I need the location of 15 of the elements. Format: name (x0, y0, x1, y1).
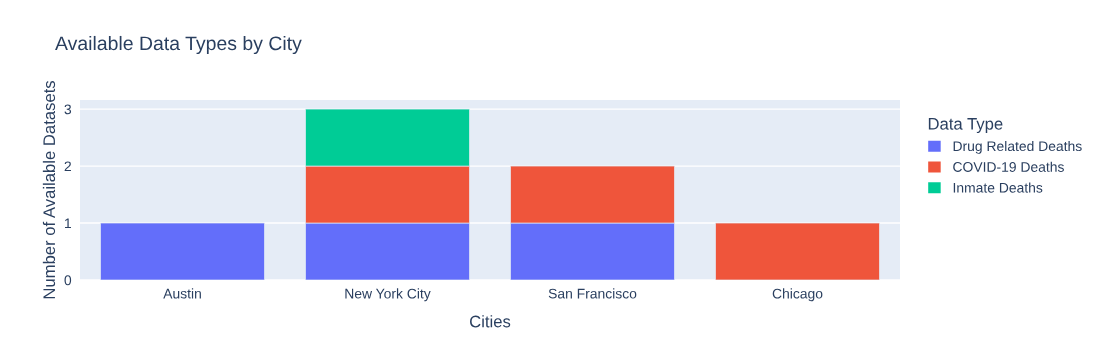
x-tick-label: New York City (345, 288, 431, 302)
x-tick-label: San Francisco (548, 288, 637, 299)
legend-title: Data Type (928, 118, 1003, 134)
y-tick-label: 1 (65, 218, 71, 229)
y-tick-label: 2 (64, 161, 71, 172)
legend-label: Drug Related Deaths (953, 140, 1082, 154)
chart-title: Available Data Types by City (55, 35, 302, 55)
y-axis-title: Number of Available Datasets (42, 80, 56, 299)
x-axis-title: Cities (470, 315, 511, 328)
x-tick-label: Chicago (772, 288, 823, 302)
x-tick-label: Austin (163, 288, 201, 299)
legend-label: Inmate Deaths (953, 182, 1043, 193)
y-tick-label: 3 (64, 104, 72, 115)
legend-label: COVID-19 Deaths (953, 161, 1064, 172)
y-tick-label: 0 (64, 275, 72, 286)
